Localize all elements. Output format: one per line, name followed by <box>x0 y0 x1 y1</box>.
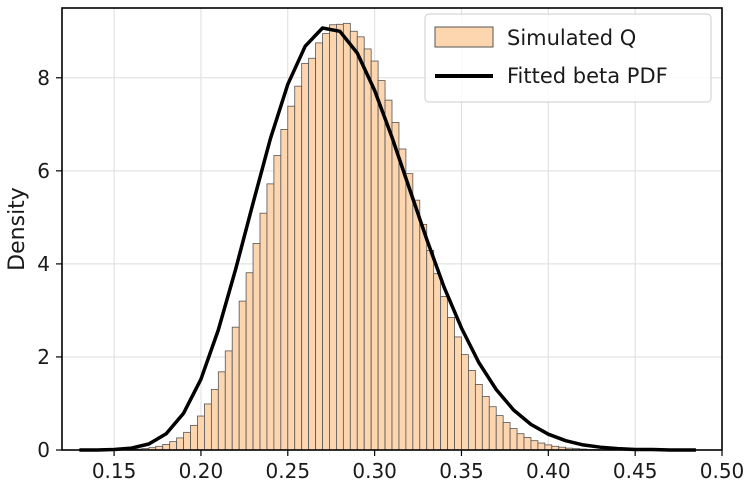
histogram-bar <box>252 243 261 451</box>
histogram-bar <box>183 431 191 451</box>
histogram-bar <box>238 300 247 451</box>
legend-label-simulated-q: Simulated Q <box>507 26 636 50</box>
y-tick-label: 2 <box>37 345 50 369</box>
x-tick-label: 0.15 <box>92 459 137 482</box>
histogram-bar <box>273 155 282 451</box>
histogram-bar <box>336 23 344 451</box>
histogram-bar <box>308 57 316 451</box>
histogram-bar <box>294 85 303 451</box>
legend-label-fitted-beta-pdf: Fitted beta PDF <box>507 64 668 88</box>
histogram-bar <box>363 48 372 451</box>
histogram-bar <box>454 336 462 451</box>
histogram-bar <box>447 316 455 451</box>
histogram-bar <box>280 129 289 451</box>
histogram-bar <box>287 105 296 451</box>
legend: Simulated Q Fitted beta PDF <box>424 13 712 103</box>
histogram-bar <box>162 444 171 451</box>
histogram-bar <box>217 371 226 451</box>
histogram-bar <box>495 415 504 451</box>
histogram-bar <box>349 30 358 451</box>
histogram-bar <box>523 437 532 451</box>
histogram-bar <box>210 389 219 451</box>
histogram-bar <box>502 422 511 451</box>
histogram-bar <box>322 33 330 451</box>
x-tick-label: 0.30 <box>352 459 397 482</box>
histogram-bar <box>197 415 205 451</box>
legend-swatch-simulated-q <box>434 26 494 48</box>
histogram-bar <box>204 403 212 451</box>
histogram-bar <box>398 148 407 451</box>
x-tick-label: 0.45 <box>613 459 658 482</box>
y-axis-ticks: 0 2 4 6 8 <box>37 66 62 462</box>
histogram-bar <box>342 22 351 451</box>
histogram-bar <box>468 370 476 451</box>
histogram-bar <box>384 99 393 451</box>
histogram-bar <box>356 36 365 451</box>
histogram-bar <box>259 212 268 451</box>
histogram-bar <box>509 428 518 451</box>
histogram-bar <box>530 440 539 451</box>
histogram-bar <box>370 60 379 451</box>
histogram-bar <box>176 437 184 451</box>
y-tick-label: 4 <box>37 252 50 276</box>
y-tick-label: 8 <box>37 66 50 90</box>
histogram-bar <box>169 441 178 451</box>
y-tick-label: 0 <box>37 438 50 462</box>
histogram-bar <box>301 62 310 451</box>
plot-frame <box>61 7 723 451</box>
histogram-bar <box>488 406 497 451</box>
histogram-bar <box>537 442 546 451</box>
x-tick-label: 0.40 <box>526 459 571 482</box>
histogram-bar <box>315 42 323 451</box>
histogram-bar <box>481 396 490 451</box>
x-tick-label: 0.20 <box>179 459 224 482</box>
fitted-curve-layer <box>79 26 696 452</box>
x-axis-ticks: 0.15 0.20 0.25 0.30 0.35 0.40 0.45 0.50 <box>92 450 744 482</box>
histogram-bar <box>426 250 435 451</box>
histogram-bar <box>377 80 386 451</box>
legend-box <box>424 13 712 103</box>
histogram-bar <box>224 350 233 451</box>
histogram-bar <box>419 223 428 451</box>
histogram-bar <box>516 433 525 451</box>
histogram-bar <box>433 273 442 451</box>
histogram-bar <box>391 122 400 451</box>
x-tick-label: 0.50 <box>700 459 745 482</box>
histogram-bar <box>231 326 240 451</box>
x-tick-label: 0.25 <box>266 459 311 482</box>
histogram-bar <box>405 173 414 451</box>
y-axis-label: Density <box>5 187 30 271</box>
histogram-bar <box>412 199 421 451</box>
histogram-bar <box>461 354 469 451</box>
y-tick-label: 6 <box>37 159 50 183</box>
histogram-bar <box>245 272 254 451</box>
histogram-bar <box>190 424 198 451</box>
x-tick-label: 0.35 <box>439 459 484 482</box>
histogram-bar <box>329 24 337 451</box>
histogram-bar <box>474 383 483 451</box>
histogram-bar <box>440 296 448 451</box>
histogram-bar <box>266 183 275 451</box>
fitted-beta-pdf-line <box>79 26 696 452</box>
